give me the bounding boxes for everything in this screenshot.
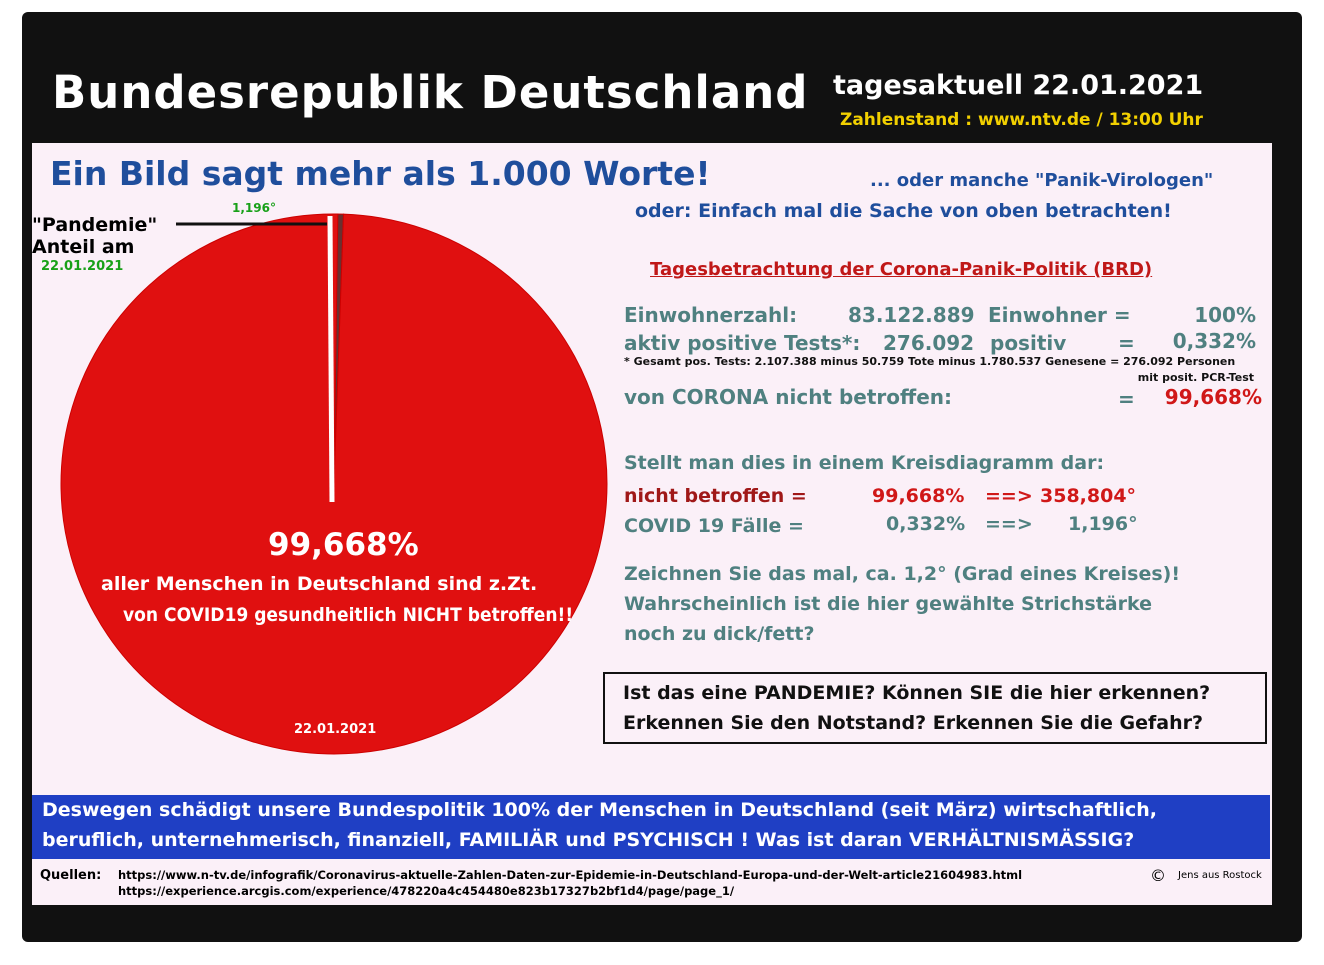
subhead-2: oder: Einfach mal die Sache von oben bet…	[635, 200, 1172, 222]
source-link-2[interactable]: https://experience.arcgis.com/experience…	[118, 884, 735, 898]
pie-row1-deg: 358,804°	[1040, 485, 1137, 507]
stat-unit-positive: positiv	[990, 331, 1067, 355]
header-date: tagesaktuell 22.01.2021	[833, 70, 1204, 101]
banner: Deswegen schädigt unsere Bundespolitik 1…	[32, 795, 1270, 859]
stat-footnote: * Gesamt pos. Tests: 2.107.388 minus 50.…	[624, 355, 1236, 368]
banner-line-1: Deswegen schädigt unsere Bundespolitik 1…	[42, 799, 1158, 821]
remark-line-1: Zeichnen Sie das mal, ca. 1,2° (Grad ein…	[624, 563, 1180, 585]
headline: Ein Bild sagt mehr als 1.000 Worte!	[50, 154, 711, 193]
banner-line-2: beruflich, unternehmerisch, finanziell, …	[42, 829, 1135, 851]
stat-label-unaffected: von CORONA nicht betroffen:	[624, 385, 952, 409]
copyright-icon: ©	[1150, 866, 1166, 885]
subhead-1: ... oder manche "Panik-Virologen"	[870, 170, 1214, 191]
question-box: Ist das eine PANDEMIE? Können SIE die hi…	[603, 672, 1267, 744]
stat-unit-population: Einwohner =	[988, 303, 1131, 327]
pie-row1-label: nicht betroffen =	[624, 485, 807, 507]
slice-label: 1,196°	[232, 201, 276, 215]
pie-row1-pct: 99,668%	[872, 485, 965, 507]
header-source: Zahlenstand : www.ntv.de / 13:00 Uhr	[840, 110, 1203, 130]
author: Jens aus Rostock	[1178, 870, 1262, 881]
pie-date-label: 22.01.2021	[41, 259, 124, 274]
source-link-1[interactable]: https://www.n-tv.de/infografik/Coronavir…	[118, 868, 1023, 882]
section-title: Tagesbetrachtung der Corona-Panik-Politi…	[650, 259, 1153, 280]
pie-row1-arrow: ==>	[985, 485, 1033, 507]
stat-pct-positive: 0,332%	[1172, 329, 1256, 353]
stat-value-population: 83.122.889	[848, 303, 975, 327]
question-line-1: Ist das eine PANDEMIE? Können SIE die hi…	[623, 682, 1211, 704]
pie-center-text-2: von COVID19 gesundheitlich NICHT betroff…	[123, 604, 574, 626]
slice-divider-line	[327, 215, 335, 503]
remark-line-3: noch zu dick/fett?	[624, 623, 815, 645]
question-line-2: Erkennen Sie den Notstand? Erkennen Sie …	[623, 712, 1204, 734]
pie-row2-pct: 0,332%	[886, 513, 966, 535]
pie-row2-label: COVID 19 Fälle =	[624, 515, 804, 537]
stat-label-population: Einwohnerzahl:	[624, 303, 798, 327]
stat-value-positive: 276.092	[883, 331, 975, 355]
remark-line-2: Wahrscheinlich ist die hier gewählte Str…	[624, 593, 1153, 615]
pie-center-value: 99,668%	[268, 527, 419, 563]
pie-row2-deg: 1,196°	[1068, 513, 1138, 535]
stat-label-positive: aktiv positive Tests*:	[624, 331, 861, 355]
header-title: Bundesrepublik Deutschland	[52, 66, 809, 119]
stat-eq-unaffected: =	[1118, 387, 1135, 411]
pie-bottom-date: 22.01.2021	[294, 722, 377, 737]
pie-title: "Pandemie" Anteil am	[32, 214, 158, 258]
stat-pct-population: 100%	[1194, 303, 1256, 327]
stat-pct-unaffected: 99,668%	[1164, 385, 1262, 409]
pie-intro: Stellt man dies in einem Kreisdiagramm d…	[624, 452, 1105, 474]
pie-center-text-1: aller Menschen in Deutschland sind z.Zt.	[101, 573, 538, 595]
pie-row2-arrow: ==>	[985, 513, 1033, 535]
sources-label: Quellen:	[40, 868, 102, 883]
stat-footnote-2: mit posit. PCR-Test	[1137, 371, 1254, 384]
stat-eq-positive: =	[1118, 331, 1135, 355]
